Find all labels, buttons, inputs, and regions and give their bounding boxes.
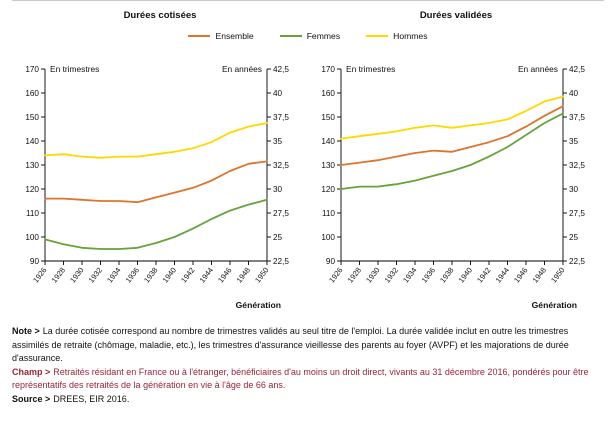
svg-text:En trimestres: En trimestres <box>50 64 99 74</box>
legend-label: Femmes <box>306 31 341 41</box>
svg-text:37,5: 37,5 <box>273 113 289 122</box>
svg-text:100: 100 <box>321 233 335 242</box>
svg-text:1932: 1932 <box>383 266 401 285</box>
svg-text:1932: 1932 <box>87 266 105 285</box>
svg-text:1940: 1940 <box>161 266 179 285</box>
legend-swatch-ensemble-icon <box>188 34 211 38</box>
footer-notes: Note > La durée cotisée correspond au nom… <box>12 325 604 406</box>
chart-titles-row: Durées cotisées Durées validées <box>12 6 604 21</box>
svg-text:1938: 1938 <box>142 266 160 285</box>
svg-text:1936: 1936 <box>124 266 142 285</box>
svg-text:37,5: 37,5 <box>569 113 585 122</box>
svg-text:40: 40 <box>569 89 579 98</box>
svg-text:En années: En années <box>518 64 558 74</box>
svg-text:90: 90 <box>30 257 40 266</box>
svg-text:35: 35 <box>569 137 579 146</box>
chart-svg: 90 22,5 100 25 110 27,5 120 30 130 32,5 140 35 150 37… <box>25 64 289 310</box>
svg-text:170: 170 <box>25 65 39 74</box>
svg-text:32,5: 32,5 <box>273 161 289 170</box>
svg-text:1944: 1944 <box>494 266 512 285</box>
svg-text:1938: 1938 <box>438 266 456 285</box>
legend-item: Femmes <box>279 31 341 41</box>
svg-text:35: 35 <box>273 137 283 146</box>
svg-text:160: 160 <box>25 89 39 98</box>
legend-label: Ensemble <box>215 31 254 41</box>
note-text: La durée cotisée correspond au nombre de… <box>12 326 569 363</box>
svg-text:150: 150 <box>321 113 335 122</box>
svg-text:Génération: Génération <box>532 300 577 310</box>
svg-text:42,5: 42,5 <box>569 65 585 74</box>
svg-text:120: 120 <box>321 185 335 194</box>
svg-text:160: 160 <box>321 89 335 98</box>
svg-text:30: 30 <box>273 185 283 194</box>
svg-text:1946: 1946 <box>216 266 234 285</box>
legend-swatch-hommes-icon <box>366 34 389 38</box>
svg-text:30: 30 <box>569 185 579 194</box>
svg-text:1944: 1944 <box>198 266 216 285</box>
svg-text:En trimestres: En trimestres <box>346 64 395 74</box>
svg-text:1930: 1930 <box>68 266 86 285</box>
chart-durees-cotisees: 90 22,5 100 25 110 27,5 120 30 130 32,5 140 35 150 37… <box>12 45 308 313</box>
svg-text:22,5: 22,5 <box>273 257 289 266</box>
svg-text:En années: En années <box>222 64 262 74</box>
svg-text:25: 25 <box>273 233 283 242</box>
svg-text:42,5: 42,5 <box>273 65 289 74</box>
svg-text:1928: 1928 <box>346 266 364 285</box>
svg-text:170: 170 <box>321 65 335 74</box>
legend-item: Ensemble <box>188 31 254 41</box>
svg-text:150: 150 <box>25 113 39 122</box>
svg-text:1926: 1926 <box>327 266 345 285</box>
figure-page: Durées cotisées Durées validées Ensemble… <box>12 0 604 406</box>
svg-text:1946: 1946 <box>512 266 530 285</box>
svg-text:25: 25 <box>569 233 579 242</box>
svg-text:130: 130 <box>25 161 39 170</box>
chart-durees-validees: 90 22,5 100 25 110 27,5 120 30 130 32,5 140 35 150 37… <box>308 45 604 313</box>
svg-text:1926: 1926 <box>31 266 49 285</box>
svg-text:27,5: 27,5 <box>273 209 289 218</box>
svg-text:1930: 1930 <box>364 266 382 285</box>
svg-text:110: 110 <box>322 209 335 218</box>
svg-text:1940: 1940 <box>457 266 475 285</box>
chart-svg: 90 22,5 100 25 110 27,5 120 30 130 32,5 140 35 150 37… <box>321 64 585 310</box>
svg-text:1950: 1950 <box>253 266 271 285</box>
legend: Ensemble Femmes Hommes <box>12 31 604 41</box>
svg-text:90: 90 <box>326 257 336 266</box>
svg-text:27,5: 27,5 <box>569 209 585 218</box>
legend-label: Hommes <box>393 31 428 41</box>
svg-text:32,5: 32,5 <box>569 161 585 170</box>
legend-swatch-femmes-icon <box>279 34 302 38</box>
source-text: DREES, EIR 2016. <box>53 393 130 404</box>
svg-text:1942: 1942 <box>179 266 197 285</box>
svg-text:1928: 1928 <box>50 266 68 285</box>
svg-text:1948: 1948 <box>531 266 549 285</box>
svg-text:100: 100 <box>25 233 39 242</box>
note-label: Note > <box>12 326 40 336</box>
svg-text:140: 140 <box>321 137 335 146</box>
svg-text:1950: 1950 <box>549 266 567 285</box>
chart-title-durees-cotisees: Durées cotisées <box>123 10 197 21</box>
svg-text:1948: 1948 <box>235 266 253 285</box>
champ-paragraph: Champ > Retraités résidant en France ou à… <box>12 366 604 393</box>
svg-text:1936: 1936 <box>420 266 438 285</box>
champ-label: Champ > <box>12 366 51 377</box>
champ-text: Retraités résidant en France ou à l'étra… <box>12 366 589 391</box>
charts-row: 90 22,5 100 25 110 27,5 120 30 130 32,5 140 35 150 37… <box>12 45 604 313</box>
svg-text:1934: 1934 <box>105 266 123 285</box>
source-paragraph: Source > DREES, EIR 2016. <box>12 393 604 407</box>
legend-item: Hommes <box>366 31 428 41</box>
svg-text:40: 40 <box>273 89 283 98</box>
svg-text:1942: 1942 <box>475 266 493 285</box>
svg-text:22,5: 22,5 <box>569 257 585 266</box>
svg-text:Génération: Génération <box>236 300 281 310</box>
svg-text:140: 140 <box>25 137 39 146</box>
svg-text:110: 110 <box>26 209 39 218</box>
svg-text:130: 130 <box>321 161 335 170</box>
chart-title-durees-validees: Durées validées <box>419 10 493 21</box>
note-paragraph: Note > La durée cotisée correspond au nom… <box>12 325 604 366</box>
svg-text:1934: 1934 <box>401 266 419 285</box>
svg-text:120: 120 <box>25 185 39 194</box>
source-label: Source > <box>12 393 51 404</box>
